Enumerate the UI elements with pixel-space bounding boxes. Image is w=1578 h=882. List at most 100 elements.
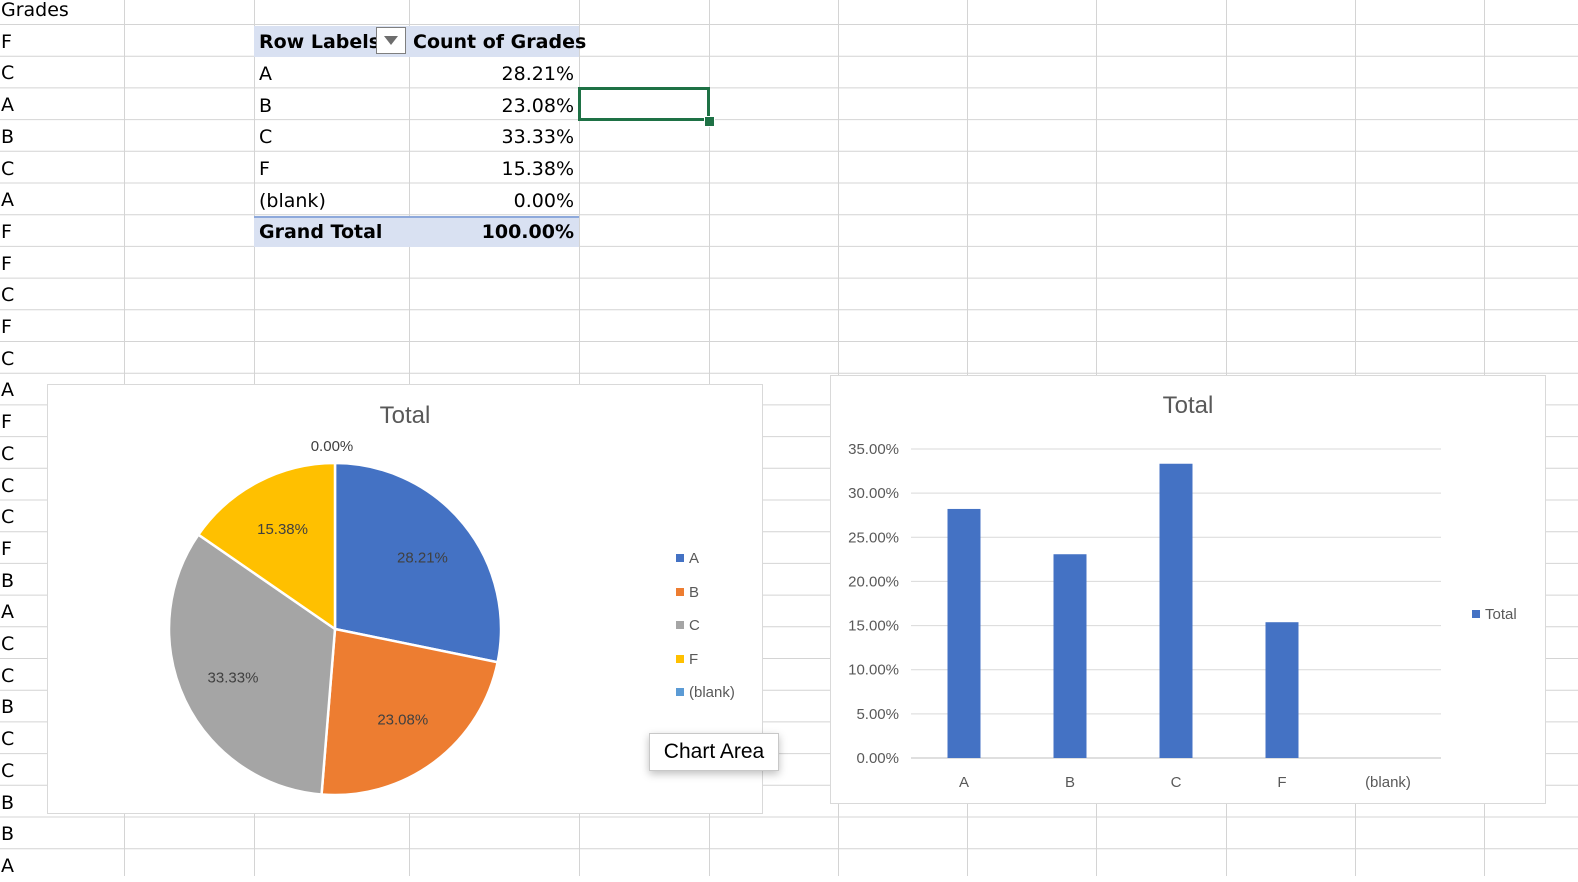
pivot-row-label[interactable]: B [259,94,273,117]
grade-cell[interactable]: C [1,664,15,687]
pivot-header-band [254,26,579,57]
pie-data-label: 0.00% [311,438,354,455]
legend-swatch [676,554,684,562]
chart-area-tooltip: Chart Area [649,733,779,771]
pivot-row-label[interactable]: F [259,158,270,181]
pie-legend-item[interactable]: B [676,584,699,601]
y-tick-label: 0.00% [856,750,899,767]
y-tick-label: 30.00% [848,485,899,502]
grade-cell[interactable]: F [1,537,12,560]
x-tick-label: B [1065,774,1075,791]
pie-legend-item[interactable]: A [676,550,699,567]
fill-handle[interactable] [704,116,715,127]
bar-chart-title: Total [1162,392,1214,419]
pie-chart-title: Total [379,402,431,429]
grade-cell[interactable]: F [1,30,12,53]
grade-cell[interactable]: F [1,411,12,434]
pie-plot: 28.21% 23.08% 33.33% 15.38% 0.00% [167,438,503,797]
pie-data-label: 28.21% [397,550,448,567]
pivot-row-value[interactable]: 15.38% [501,158,574,181]
pie-data-label: 33.33% [208,669,259,686]
filter-dropdown-button[interactable] [376,27,406,54]
grade-cell[interactable]: B [1,823,15,846]
bar-C[interactable] [1159,463,1193,758]
pie-legend-label: (blank) [689,684,735,701]
y-tick-label: 5.00% [856,706,899,723]
bar-chart[interactable]: Total 0.00% 5.00% 10.00% 15.00% 20.00% 25.00%… [830,375,1546,804]
pivot-grand-total-value[interactable]: 100.00% [481,221,574,243]
grade-cell[interactable]: C [1,284,15,307]
pie-legend-label: F [689,650,699,668]
pie-slice-F[interactable] [196,461,337,632]
pie-data-label: 15.38% [257,521,308,538]
pie-legend-label: C [689,617,700,634]
pivot-row-label[interactable]: (blank) [259,189,326,212]
pivot-row-label[interactable]: A [259,63,272,85]
grade-cell[interactable]: B [1,569,15,592]
x-tick-label: A [959,774,969,791]
y-tick-label: 10.00% [848,662,899,679]
pie-slice-A[interactable] [333,461,503,664]
grade-cell[interactable]: F [1,252,12,275]
grade-cell[interactable]: C [1,157,15,180]
pie-legend-label: B [689,583,700,601]
pivot-row-value[interactable]: 23.08% [501,94,574,117]
bar-A[interactable] [947,508,981,758]
x-tick-label: C [1171,774,1182,791]
grade-cell[interactable]: F [1,316,12,338]
pivot-row-value[interactable]: 0.00% [513,189,574,212]
grade-cell[interactable]: B [1,696,15,719]
pie-legend-item[interactable]: C [676,617,700,634]
pie-data-label: 23.08% [377,711,428,728]
grade-cell[interactable]: A [1,601,14,624]
grade-cell[interactable]: B [1,125,15,148]
grade-cell[interactable]: A [1,854,14,877]
pie-legend-item[interactable]: (blank) [676,684,735,701]
legend-swatch [676,654,684,663]
pie-legend-item[interactable]: F [676,651,698,668]
y-tick-label: 35.00% [848,441,899,458]
pivot-total-band [254,216,579,247]
pivot-row-labels-header[interactable]: Row Labels [259,31,381,53]
legend-swatch [676,621,684,629]
pie-legend-label: A [689,550,700,567]
grade-cell[interactable]: C [1,633,15,655]
grade-cell[interactable]: C [1,728,15,751]
y-tick-label: 25.00% [848,529,899,546]
bar-legend-item[interactable]: Total [1472,606,1517,623]
bar-plot: 0.00% 5.00% 10.00% 15.00% 20.00% 25.00% 30.00%… [848,441,1441,791]
column-a-header[interactable]: Grades [1,0,69,21]
pivot-row-label[interactable]: C [259,126,273,149]
grade-cell[interactable]: A [1,189,14,212]
grade-cell[interactable]: A [1,94,14,117]
pie-slice-B[interactable] [320,627,500,797]
chevron-down-icon [384,36,398,45]
grade-cell[interactable]: C [1,347,15,370]
pivot-row-value[interactable]: 33.33% [501,126,574,149]
grade-cell[interactable]: A [1,379,14,402]
grade-cell[interactable]: C [1,759,15,782]
grade-cell[interactable]: C [1,474,15,497]
bar-legend-label: Total [1485,606,1517,623]
y-tick-label: 15.00% [848,618,899,635]
selected-cell[interactable] [578,87,710,121]
x-tick-label: F [1277,774,1286,791]
grade-cell[interactable]: F [1,220,12,243]
grade-cell[interactable]: C [1,62,15,85]
pie-slice-C[interactable] [167,532,337,796]
y-tick-label: 20.00% [848,573,899,590]
legend-swatch [1472,610,1480,618]
grade-cell[interactable]: B [1,791,15,814]
bar-B[interactable] [1053,554,1087,758]
grade-cell[interactable]: C [1,506,15,529]
x-tick-label: (blank) [1365,774,1411,791]
grade-cell[interactable]: C [1,442,15,465]
legend-swatch [676,688,684,696]
pivot-row-value[interactable]: 28.21% [501,63,574,85]
bar-F[interactable] [1265,622,1299,758]
pivot-count-header[interactable]: Count of Grades [413,31,587,53]
legend-swatch [676,587,684,596]
pivot-grand-total-label[interactable]: Grand Total [259,221,383,243]
